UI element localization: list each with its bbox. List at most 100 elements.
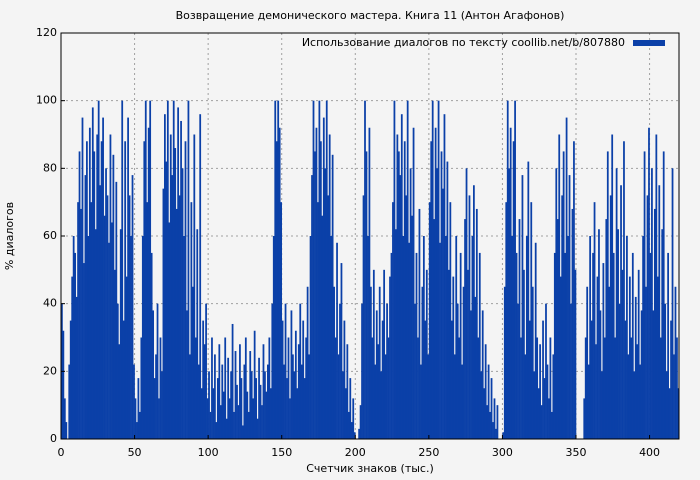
bar bbox=[211, 337, 213, 439]
bar bbox=[518, 219, 521, 439]
bar bbox=[330, 236, 333, 439]
bar bbox=[442, 188, 444, 439]
bar bbox=[94, 229, 97, 439]
bar bbox=[677, 388, 680, 439]
bar bbox=[571, 208, 574, 439]
bar bbox=[297, 344, 300, 439]
bar bbox=[395, 229, 397, 439]
bar bbox=[389, 276, 391, 439]
bar bbox=[490, 378, 493, 439]
bar bbox=[247, 411, 250, 439]
bar bbox=[83, 263, 85, 439]
bar bbox=[443, 114, 446, 439]
bar bbox=[100, 141, 103, 439]
bar bbox=[461, 364, 463, 439]
bar bbox=[158, 398, 160, 439]
bar bbox=[113, 269, 116, 439]
bar bbox=[393, 100, 396, 440]
bar bbox=[103, 215, 106, 439]
bar bbox=[290, 310, 293, 439]
bar bbox=[74, 252, 77, 439]
bar bbox=[670, 320, 672, 439]
bar bbox=[264, 371, 266, 439]
x-tick-label: 250 bbox=[418, 446, 439, 459]
bar bbox=[605, 219, 608, 439]
bar bbox=[392, 202, 394, 439]
bar bbox=[328, 134, 331, 439]
bar bbox=[437, 100, 440, 440]
bar bbox=[150, 252, 153, 439]
bar bbox=[534, 242, 537, 439]
bar bbox=[456, 303, 459, 439]
bar bbox=[387, 337, 390, 439]
bar bbox=[590, 320, 593, 439]
bar bbox=[611, 134, 614, 439]
bar bbox=[674, 286, 677, 439]
bar bbox=[615, 168, 618, 440]
bar bbox=[143, 141, 146, 439]
bar bbox=[445, 236, 447, 439]
y-tick-label: 120 bbox=[36, 26, 57, 39]
bar bbox=[269, 388, 272, 439]
bar bbox=[221, 364, 224, 439]
bar bbox=[358, 428, 360, 439]
bar bbox=[250, 371, 253, 439]
x-axis-label: Счетчик знаков (тыс.) bbox=[306, 462, 434, 475]
bar bbox=[623, 141, 625, 439]
bar bbox=[487, 364, 490, 439]
bar bbox=[639, 364, 642, 439]
bar bbox=[542, 320, 544, 439]
bar bbox=[626, 236, 628, 439]
bar bbox=[455, 236, 458, 439]
bar bbox=[505, 202, 508, 439]
bar bbox=[514, 100, 516, 440]
bar bbox=[509, 127, 512, 439]
bar bbox=[309, 236, 312, 439]
bar bbox=[523, 269, 525, 439]
bar bbox=[99, 185, 102, 439]
bar bbox=[91, 107, 94, 439]
bar bbox=[127, 117, 129, 439]
bar bbox=[483, 388, 486, 439]
bar bbox=[225, 418, 228, 439]
bar bbox=[175, 208, 178, 439]
legend-swatch bbox=[633, 40, 665, 46]
bar bbox=[214, 354, 216, 439]
bar bbox=[153, 378, 156, 439]
bar bbox=[458, 337, 461, 439]
bar bbox=[592, 252, 594, 439]
bar bbox=[390, 252, 393, 439]
bar bbox=[75, 296, 78, 439]
bar bbox=[243, 364, 246, 439]
x-tick-label: 0 bbox=[58, 446, 65, 459]
bar bbox=[411, 215, 413, 439]
bar bbox=[474, 296, 477, 439]
bar bbox=[255, 378, 257, 439]
bar bbox=[81, 117, 84, 439]
bar bbox=[352, 398, 355, 439]
bar bbox=[212, 388, 215, 439]
bar bbox=[664, 303, 667, 439]
bar bbox=[420, 364, 422, 439]
bar bbox=[467, 269, 469, 439]
bar bbox=[536, 337, 539, 439]
bar bbox=[380, 371, 383, 439]
bar bbox=[299, 303, 302, 439]
bar bbox=[645, 286, 647, 439]
bar bbox=[342, 371, 344, 439]
bar bbox=[337, 354, 340, 439]
bar bbox=[665, 371, 668, 439]
bar bbox=[612, 252, 615, 439]
bar bbox=[503, 286, 506, 439]
bar bbox=[511, 236, 514, 439]
bar bbox=[227, 357, 230, 439]
bar bbox=[268, 337, 271, 439]
bar bbox=[453, 354, 456, 439]
bar bbox=[540, 405, 543, 439]
bar bbox=[562, 151, 565, 439]
bar bbox=[259, 384, 262, 439]
bar bbox=[403, 141, 406, 439]
bar bbox=[624, 320, 627, 439]
bar bbox=[586, 286, 589, 439]
bar bbox=[406, 100, 409, 440]
